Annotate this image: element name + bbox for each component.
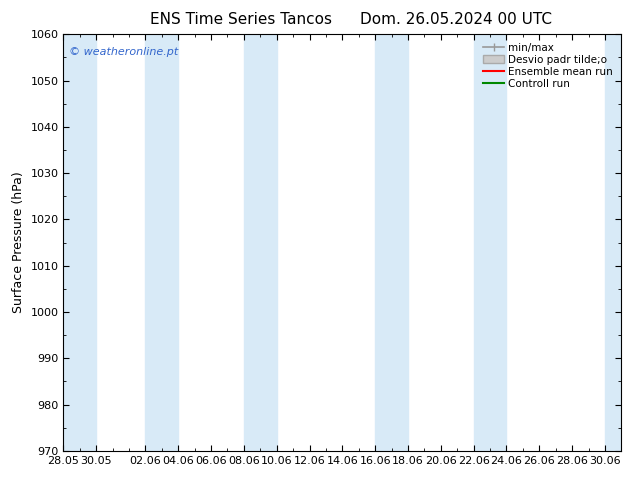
Bar [605,34,621,451]
Text: ENS Time Series Tancos: ENS Time Series Tancos [150,12,332,27]
Bar [375,34,408,451]
Bar [474,34,507,451]
Bar [244,34,276,451]
Y-axis label: Surface Pressure (hPa): Surface Pressure (hPa) [12,172,25,314]
Bar [63,34,96,451]
Legend: min/max, Desvio padr tilde;o, Ensemble mean run, Controll run: min/max, Desvio padr tilde;o, Ensemble m… [480,40,616,92]
Text: © weatheronline.pt: © weatheronline.pt [69,47,178,57]
Text: Dom. 26.05.2024 00 UTC: Dom. 26.05.2024 00 UTC [361,12,552,27]
Bar [145,34,178,451]
